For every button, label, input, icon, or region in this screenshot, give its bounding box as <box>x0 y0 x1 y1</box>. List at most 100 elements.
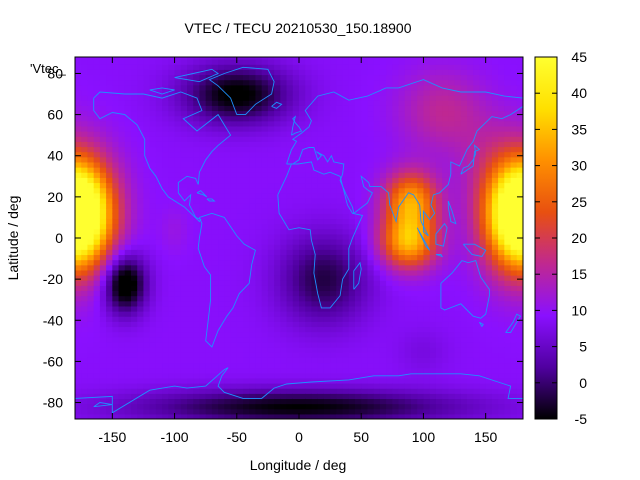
heatmap-cell <box>361 125 369 132</box>
heatmap-cell <box>323 341 331 348</box>
heatmap-cell <box>112 341 120 348</box>
heatmap-cell <box>330 362 337 369</box>
heatmap-cell <box>442 151 449 158</box>
heatmap-cell <box>386 233 393 240</box>
heatmap-cell <box>218 203 225 209</box>
heatmap-cell <box>498 367 505 374</box>
heatmap-cell <box>249 177 257 184</box>
heatmap-cell <box>367 84 375 91</box>
heatmap-cell <box>292 326 300 333</box>
heatmap-cell <box>124 362 132 369</box>
heatmap-cell <box>261 79 269 86</box>
heatmap-cell <box>485 300 493 307</box>
heatmap-cell <box>448 151 456 158</box>
heatmap-cell <box>168 408 176 415</box>
heatmap-cell <box>330 254 337 261</box>
heatmap-cell <box>106 136 113 142</box>
heatmap-cell <box>124 131 132 137</box>
heatmap-cell <box>485 393 493 400</box>
heatmap-cell <box>305 362 313 369</box>
heatmap-cell <box>168 311 176 317</box>
heatmap-cell <box>429 244 437 250</box>
heatmap-cell <box>479 218 487 225</box>
heatmap-cell <box>361 275 369 281</box>
heatmap-cell <box>236 84 244 91</box>
heatmap-cell <box>230 336 238 343</box>
heatmap-cell <box>485 203 493 209</box>
heatmap-cell <box>236 79 244 86</box>
heatmap-cell <box>367 120 375 127</box>
heatmap-cell <box>330 89 337 96</box>
heatmap-cell <box>361 357 369 364</box>
heatmap-cell <box>299 393 306 400</box>
heatmap-cell <box>143 408 151 415</box>
heatmap-cell <box>435 182 443 189</box>
heatmap-cell <box>448 367 456 374</box>
heatmap-cell <box>435 203 443 209</box>
heatmap-cell <box>330 187 337 194</box>
heatmap-cell <box>473 69 481 76</box>
heatmap-cell <box>398 161 406 168</box>
heatmap-cell <box>99 69 107 76</box>
heatmap-cell <box>435 156 443 163</box>
heatmap-cell <box>162 218 169 225</box>
heatmap-cell <box>106 167 113 173</box>
heatmap-cell <box>473 326 481 333</box>
heatmap-cell <box>211 233 219 240</box>
heatmap-cell <box>448 413 456 419</box>
heatmap-cell <box>261 295 269 302</box>
heatmap-cell <box>299 388 306 394</box>
heatmap-cell <box>75 84 82 91</box>
heatmap-cell <box>473 295 481 302</box>
heatmap-cell <box>267 336 275 343</box>
heatmap-cell <box>491 89 499 96</box>
heatmap-cell <box>99 398 107 405</box>
heatmap-cell <box>162 120 169 127</box>
heatmap-cell <box>336 146 344 153</box>
heatmap-cell <box>75 223 82 230</box>
heatmap-cell <box>137 79 145 86</box>
heatmap-cell <box>299 74 306 81</box>
heatmap-cell <box>199 341 207 348</box>
heatmap-cell <box>460 156 468 163</box>
heatmap-cell <box>498 136 505 142</box>
heatmap-cell <box>355 269 362 276</box>
heatmap-cell <box>149 331 157 338</box>
heatmap-cell <box>211 331 219 338</box>
heatmap-cell <box>112 244 120 250</box>
heatmap-cell <box>379 228 387 235</box>
heatmap-cell <box>404 84 412 91</box>
heatmap-cell <box>323 156 331 163</box>
heatmap-cell <box>236 290 244 297</box>
heatmap-cell <box>255 110 263 117</box>
heatmap-cell <box>106 398 113 405</box>
heatmap-cell <box>398 326 406 333</box>
heatmap-cell <box>442 141 449 148</box>
heatmap-cell <box>155 69 163 76</box>
heatmap-cell <box>323 69 331 76</box>
heatmap-cell <box>149 208 157 214</box>
heatmap-cell <box>280 151 288 158</box>
heatmap-cell <box>398 69 406 76</box>
heatmap-cell <box>112 192 120 199</box>
heatmap-cell <box>429 403 437 410</box>
heatmap-cell <box>367 300 375 307</box>
heatmap-cell <box>373 141 381 148</box>
heatmap-cell <box>243 403 250 410</box>
heatmap-cell <box>286 249 294 256</box>
heatmap-cell <box>243 290 250 297</box>
heatmap-cell <box>267 57 275 60</box>
heatmap-cell <box>473 233 481 240</box>
heatmap-cell <box>423 311 431 317</box>
heatmap-cell <box>454 192 462 199</box>
heatmap-cell <box>224 57 232 60</box>
heatmap-cell <box>93 125 101 132</box>
heatmap-cell <box>417 331 425 338</box>
heatmap-cell <box>168 208 176 214</box>
heatmap-cell <box>442 110 449 117</box>
heatmap-cell <box>454 187 462 194</box>
heatmap-cell <box>311 79 319 86</box>
heatmap-cell <box>168 280 176 286</box>
heatmap-cell <box>205 167 213 173</box>
heatmap-cell <box>106 316 113 322</box>
